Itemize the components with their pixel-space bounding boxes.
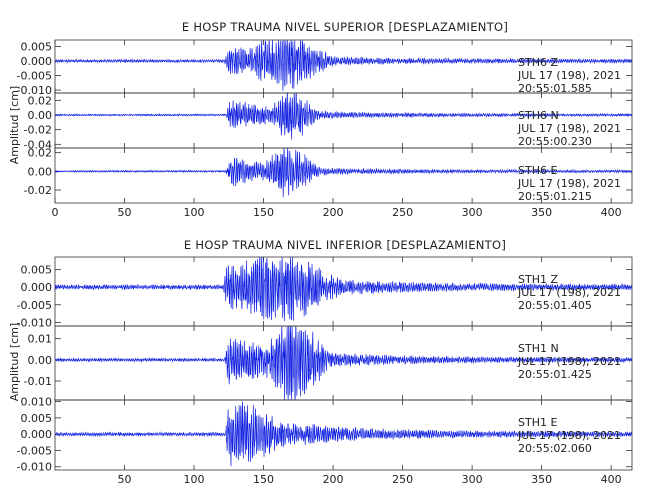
x-tick-label: 150 [253,206,274,219]
station-label: STH1 N [518,342,559,355]
y-tick-label: -0.010 [17,84,52,97]
y-tick-label: -0.005 [17,299,52,312]
time-label: 20:55:01.405 [518,299,592,312]
x-tick-label: 150 [253,473,274,486]
waveform-trace [55,148,632,198]
x-tick-label: 250 [392,206,413,219]
time-label: 20:55:01.215 [518,190,592,203]
y-tick-label: 0.005 [21,263,53,276]
time-label: 20:55:01.425 [518,368,592,381]
y-tick-label: -0.010 [17,316,52,329]
y-tick-label: 0.005 [21,412,53,425]
x-tick-label: 400 [601,206,622,219]
y-axis-label-upper: Amplitud [cm] [8,86,21,164]
station-label: STH6 Z [518,56,558,69]
waveform-trace [55,93,632,140]
y-tick-label: 0.00 [28,109,53,122]
y-tick-label: -0.01 [24,375,52,388]
time-label: 20:55:00.230 [518,135,592,148]
y-tick-label: 0.000 [21,281,53,294]
station-label: STH1 Z [518,273,558,286]
date-label: JUL 17 (198), 2021 [517,286,621,299]
x-tick-label: 250 [392,473,413,486]
date-label: JUL 17 (198), 2021 [517,177,621,190]
x-tick-label: 100 [184,473,205,486]
x-tick-label: 0 [52,206,59,219]
y-tick-label: 0.00 [28,354,53,367]
x-tick-label: 300 [462,206,483,219]
station-label: STH1 E [518,416,557,429]
y-tick-label: 0.000 [21,428,53,441]
time-label: 20:55:01.585 [518,82,592,95]
time-label: 20:55:02.060 [518,442,592,455]
station-label: STH6 N [518,109,559,122]
y-tick-label: -0.005 [17,70,52,83]
station-label: STH6 E [518,164,557,177]
x-tick-label: 200 [323,206,344,219]
y-tick-label: -0.010 [17,461,52,474]
x-tick-label: 50 [118,206,132,219]
date-label: JUL 17 (198), 2021 [517,69,621,82]
y-tick-label: -0.02 [24,124,52,137]
x-tick-label: 100 [184,206,205,219]
waveform-trace [55,401,632,467]
waveform-trace [55,257,632,321]
y-tick-label: 0.000 [21,55,53,68]
y-axis-label-lower: Amplitud [cm] [8,323,21,401]
y-tick-label: 0.02 [28,147,53,160]
x-tick-label: 400 [601,473,622,486]
y-tick-label: 0.02 [28,94,53,107]
x-tick-label: 50 [118,473,132,486]
y-tick-label: 0.005 [21,40,53,53]
y-tick-label: 0.010 [21,396,53,409]
chart-title-lower: E HOSP TRAUMA NIVEL INFERIOR [DESPLAZAMI… [184,238,506,252]
x-tick-label: 300 [462,473,483,486]
waveform-trace [55,326,632,400]
date-label: JUL 17 (198), 2021 [517,429,621,442]
panel-frame [54,147,633,204]
x-tick-label: 350 [531,473,552,486]
waveform-trace [55,40,632,91]
y-tick-label: -0.005 [17,444,52,457]
y-tick-label: -0.02 [24,184,52,197]
date-label: JUL 17 (198), 2021 [517,355,621,368]
x-tick-label: 350 [531,206,552,219]
chart-title-upper: E HOSP TRAUMA NIVEL SUPERIOR [DESPLAZAMI… [182,20,508,34]
x-tick-label: 200 [323,473,344,486]
y-tick-label: 0.01 [28,333,53,346]
date-label: JUL 17 (198), 2021 [517,122,621,135]
y-tick-label: -0.04 [24,138,52,151]
y-tick-label: 0.00 [28,165,53,178]
